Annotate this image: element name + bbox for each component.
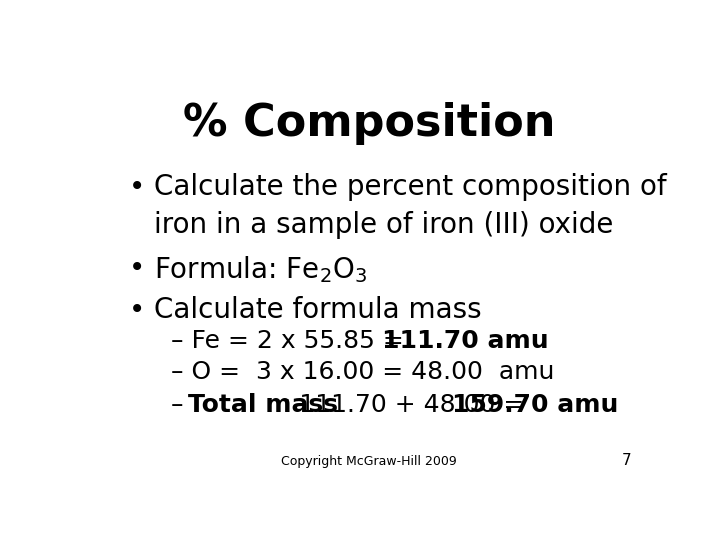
Text: Total mass: Total mass bbox=[188, 393, 338, 417]
Text: Copyright McGraw-Hill 2009: Copyright McGraw-Hill 2009 bbox=[281, 455, 457, 468]
Text: Calculate the percent composition of
iron in a sample of iron (III) oxide: Calculate the percent composition of iro… bbox=[154, 173, 667, 239]
Text: Formula: Fe$_2$O$_3$: Formula: Fe$_2$O$_3$ bbox=[154, 254, 367, 285]
Text: Calculate formula mass: Calculate formula mass bbox=[154, 295, 482, 323]
Text: – Fe = 2 x 55.85 =: – Fe = 2 x 55.85 = bbox=[171, 329, 412, 353]
Text: •: • bbox=[129, 173, 145, 201]
Text: •: • bbox=[129, 295, 145, 323]
Text: 159.70 amu: 159.70 amu bbox=[451, 393, 618, 417]
Text: 7: 7 bbox=[621, 453, 631, 468]
Text: 111.70 amu: 111.70 amu bbox=[382, 329, 549, 353]
Text: % Composition: % Composition bbox=[183, 102, 555, 145]
Text: –: – bbox=[171, 393, 192, 417]
Text: •: • bbox=[129, 254, 145, 282]
Text: : 111.70 + 48.00 =: : 111.70 + 48.00 = bbox=[282, 393, 532, 417]
Text: – O =  3 x 16.00 = 48.00  amu: – O = 3 x 16.00 = 48.00 amu bbox=[171, 360, 554, 384]
